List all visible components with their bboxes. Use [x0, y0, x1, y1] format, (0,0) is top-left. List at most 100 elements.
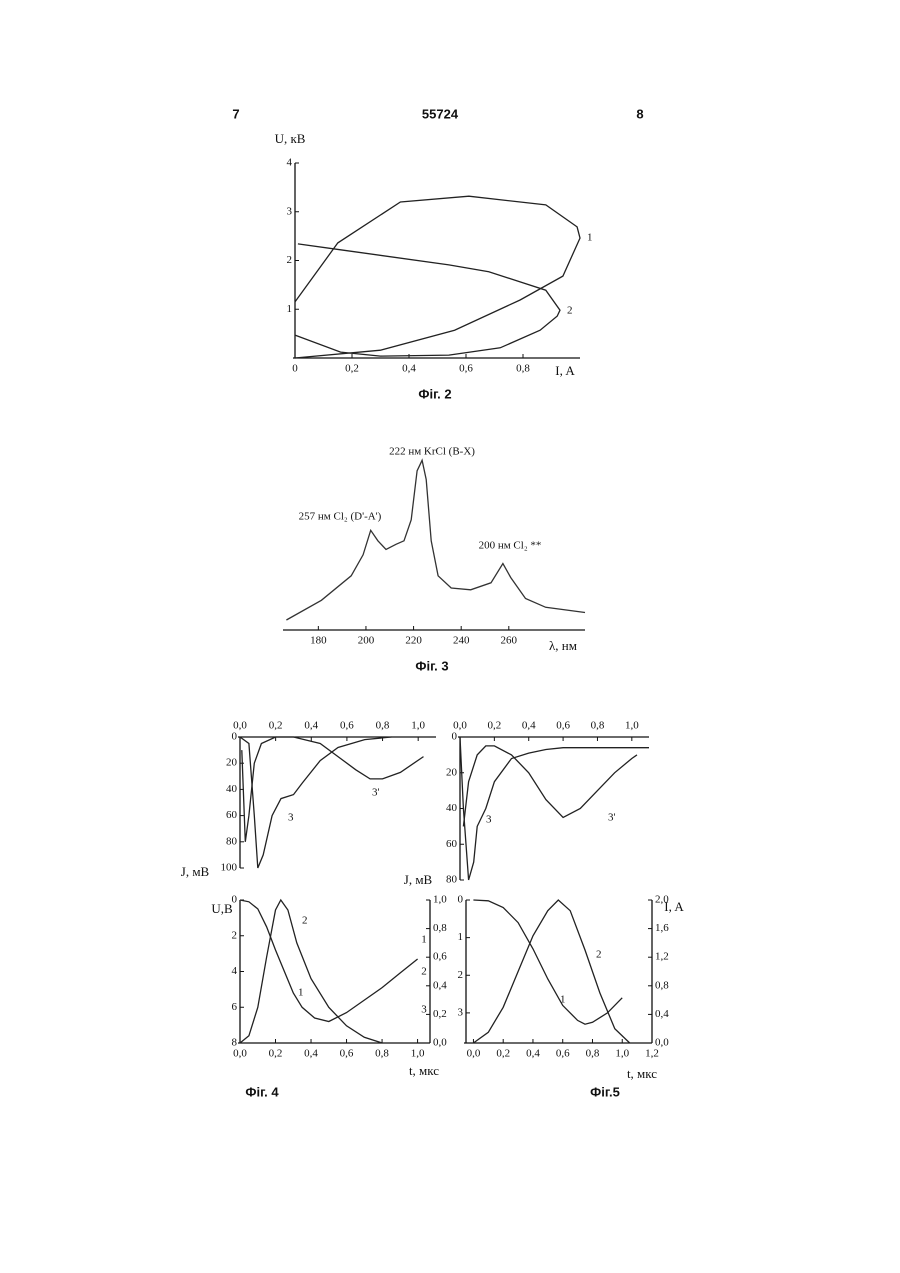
- y-tick-label: 3: [287, 205, 293, 217]
- y-tick-label: 60: [446, 838, 458, 850]
- curve: [295, 196, 580, 358]
- patent-number: 55724: [422, 106, 459, 121]
- y-tick-label: 8: [232, 1037, 238, 1049]
- x-tick-label: 0,0: [467, 1048, 481, 1060]
- x-tick-label: 200: [358, 635, 375, 647]
- y-tick-label: 100: [221, 862, 238, 874]
- x-axis-label: I, A: [555, 363, 575, 378]
- y2-tick-label: 0,4: [433, 979, 447, 991]
- curve-label: 3: [288, 812, 294, 824]
- x-tick-label: 0,4: [304, 720, 318, 732]
- y-tick-label: 20: [446, 766, 458, 778]
- figure-caption: Фіг. 2: [418, 386, 451, 401]
- curve: [240, 900, 418, 1022]
- x-tick-label: 0,2: [487, 720, 501, 732]
- y-tick-label: 2: [458, 969, 464, 981]
- x-tick-label: 1,0: [411, 720, 425, 732]
- y-tick-label: 0: [232, 731, 238, 743]
- curve-label: 2: [596, 949, 602, 961]
- x-tick-label: 0,4: [522, 720, 536, 732]
- curve-label: 2: [302, 915, 308, 927]
- y-tick-label: 3: [458, 1006, 464, 1018]
- curve-label: 1: [587, 232, 593, 244]
- y2-tick-label: 0,8: [655, 979, 669, 991]
- y-axis-label: J, мВ: [404, 872, 433, 887]
- x-tick-label: 1,0: [625, 720, 639, 732]
- x-tick-label: 1,2: [645, 1048, 659, 1060]
- curve-label: 2: [567, 305, 573, 317]
- curve-label: 3': [372, 787, 380, 799]
- y-tick-label: 1: [458, 931, 464, 943]
- y-tick-label: 0: [452, 731, 458, 743]
- x-tick-label: 0,6: [556, 1048, 570, 1060]
- y-axis-label: J, мВ: [181, 864, 210, 879]
- annotation: 257 нм Cl₂ (D'-A'): [299, 511, 382, 523]
- y2-tick-label: 0,4: [655, 1008, 669, 1020]
- y-tick-label: 4: [232, 965, 238, 977]
- x-tick-label: 0,2: [345, 363, 359, 375]
- x-tick-label: 0,8: [516, 363, 530, 375]
- y-tick-label: 40: [446, 802, 458, 814]
- x-tick-label: 0,6: [340, 720, 354, 732]
- x-tick-label: 1,0: [615, 1048, 629, 1060]
- y-tick-label: 80: [446, 874, 458, 886]
- figure-caption: Фіг. 4: [245, 1084, 279, 1099]
- x-tick-label: 0,2: [269, 720, 283, 732]
- x-tick-label: 0,4: [402, 363, 416, 375]
- x-tick-label: 0,8: [375, 1048, 389, 1060]
- y2-tick-label: 0,2: [433, 1008, 447, 1020]
- annotation: 1: [421, 934, 427, 946]
- x-tick-label: 0,8: [591, 720, 605, 732]
- y-tick-label: 0: [458, 894, 464, 906]
- x-tick-label: 0,2: [496, 1048, 510, 1060]
- curve: [240, 900, 382, 1043]
- y2-tick-label: 1,0: [433, 894, 447, 906]
- x-tick-label: 0,4: [304, 1048, 318, 1060]
- curve-label: 1: [298, 987, 304, 999]
- annotation: 2: [421, 966, 427, 978]
- x-tick-label: 0,6: [459, 363, 473, 375]
- figure-caption: Фіг. 3: [415, 658, 448, 673]
- y-tick-label: 40: [226, 783, 238, 795]
- curve-label: 3: [486, 814, 492, 826]
- x-tick-label: 0,8: [586, 1048, 600, 1060]
- x-tick-label: 1,0: [411, 1048, 425, 1060]
- y-tick-label: 6: [232, 1001, 238, 1013]
- y2-tick-label: 0,0: [433, 1037, 447, 1049]
- x-tick-label: 0,0: [233, 1048, 247, 1060]
- y2-tick-label: 0,0: [655, 1037, 669, 1049]
- x-axis-label: t, мкс: [409, 1063, 439, 1078]
- y-tick-label: 60: [226, 809, 238, 821]
- y-tick-label: 80: [226, 835, 238, 847]
- x-tick-label: 0: [292, 363, 298, 375]
- annotation: 3: [421, 1004, 427, 1016]
- curve: [473, 900, 629, 1043]
- y2-tick-label: 0,8: [433, 922, 447, 934]
- y-tick-label: 4: [287, 157, 293, 169]
- curve: [473, 900, 622, 1024]
- y-axis-label: U,B: [211, 901, 233, 916]
- y2-tick-label: 0,6: [433, 951, 447, 963]
- page-left-number: 7: [232, 106, 239, 121]
- annotation: 200 нм Cl₂ **: [479, 540, 542, 552]
- annotation: 222 нм KrCl (B-X): [389, 446, 475, 458]
- curve: [242, 737, 424, 842]
- x-tick-label: 0,8: [376, 720, 390, 732]
- x-axis-label: t, мкс: [627, 1066, 657, 1081]
- y-tick-label: 2: [287, 254, 293, 266]
- figure-caption: Фіг.5: [590, 1084, 620, 1099]
- x-tick-label: 220: [405, 635, 422, 647]
- y2-tick-label: 1,6: [655, 922, 669, 934]
- x-tick-label: 240: [453, 635, 470, 647]
- y-tick-label: 2: [232, 929, 238, 941]
- x-tick-label: 0,4: [526, 1048, 540, 1060]
- y2-axis-label: I, A: [664, 899, 684, 914]
- y-axis-label: U, кВ: [275, 131, 306, 146]
- x-tick-label: 180: [310, 635, 327, 647]
- x-tick-label: 0,2: [269, 1048, 283, 1060]
- y2-tick-label: 1,2: [655, 951, 669, 963]
- page: 7 55724 8 0 0,2 0,4 0,6 0,8 1 2 3 4 1 2 Фіг. 2 I, A U…: [0, 0, 900, 1273]
- curve: [240, 737, 392, 868]
- y-tick-label: 1: [287, 303, 293, 315]
- x-tick-label: 0,6: [340, 1048, 354, 1060]
